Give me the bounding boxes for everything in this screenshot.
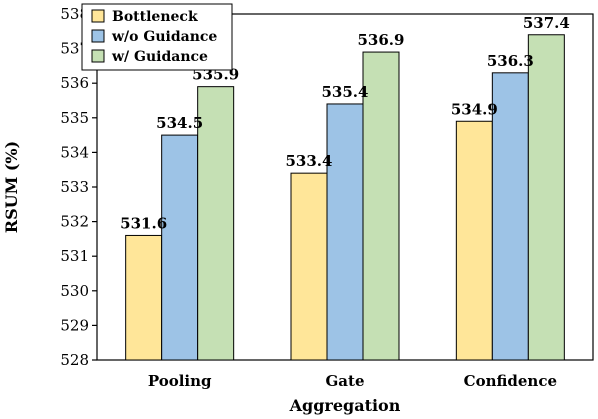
data-label: 533.4 (286, 152, 333, 170)
y-tick-label: 533 (60, 178, 89, 196)
bar-w-guidance-pooling (197, 86, 235, 361)
bar-bottleneck-pooling (125, 234, 163, 361)
y-tick-label: 535 (60, 109, 89, 127)
y-tick-label: 529 (60, 316, 89, 334)
legend: Bottleneck w/o Guidance w/ Guidance (81, 3, 233, 71)
legend-swatch (91, 9, 105, 23)
bar-bottleneck-confidence (455, 120, 493, 361)
y-tick-label: 528 (60, 351, 89, 369)
x-axis-title: Aggregation (289, 396, 401, 415)
y-tick-label: 536 (60, 74, 89, 92)
data-label: 531.6 (120, 214, 167, 232)
legend-box (81, 3, 233, 71)
y-tick-label: 530 (60, 282, 89, 300)
x-tick-label-confidence: Confidence (464, 372, 557, 390)
y-tick-label: 532 (60, 213, 89, 231)
bar-w-o-guidance-pooling (161, 134, 199, 361)
data-label: 534.5 (156, 114, 203, 132)
x-tick-label-pooling: Pooling (148, 372, 212, 390)
y-axis-title: RSUM (%) (2, 141, 21, 233)
legend-label: Bottleneck (112, 9, 198, 25)
bars-group (125, 34, 565, 361)
data-label: 535.4 (322, 83, 369, 101)
bar-w-o-guidance-confidence (491, 72, 529, 361)
x-axis-ticks: Pooling Gate Confidence (148, 372, 557, 390)
legend-swatch (91, 49, 105, 63)
legend-label: w/o Guidance (111, 29, 217, 45)
bar-bottleneck-gate (290, 172, 328, 361)
bar-w-o-guidance-gate (326, 103, 364, 361)
data-label: 536.3 (487, 52, 534, 70)
data-label: 534.9 (451, 100, 498, 118)
data-label: 536.9 (358, 31, 405, 49)
legend-label: w/ Guidance (111, 49, 208, 65)
legend-swatch (91, 29, 105, 43)
data-label: 537.4 (523, 14, 570, 32)
data-labels-group: 531.6534.5535.9533.4535.4536.9534.9536.3… (120, 14, 570, 233)
bar-w-guidance-gate (362, 51, 400, 361)
x-tick-label-gate: Gate (325, 372, 364, 390)
bar-w-guidance-confidence (527, 34, 565, 361)
y-tick-label: 534 (60, 143, 89, 161)
y-tick-label: 531 (60, 247, 89, 265)
